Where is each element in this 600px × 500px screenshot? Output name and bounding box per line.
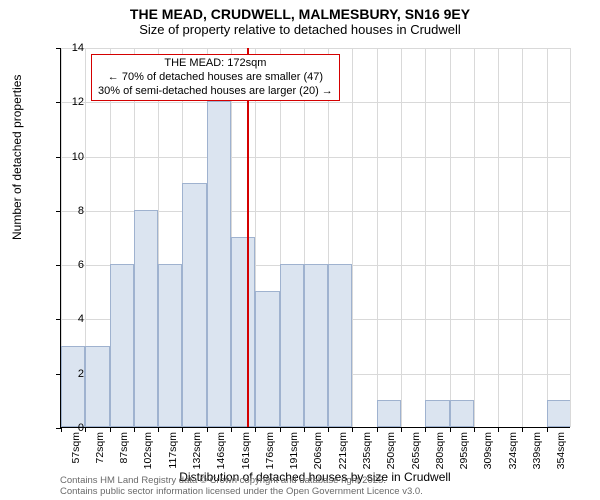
xtick-label: 191sqm	[288, 432, 300, 469]
xtick-label: 132sqm	[191, 432, 203, 469]
xtick-label: 339sqm	[531, 432, 543, 469]
gridline-v	[352, 48, 353, 427]
xtick-label: 324sqm	[507, 432, 519, 469]
xtick-label: 176sqm	[264, 432, 276, 469]
xtick-label: 280sqm	[434, 432, 446, 469]
xtick-label: 72sqm	[94, 432, 106, 464]
xtick-mark	[255, 427, 256, 432]
gridline-h	[61, 102, 570, 103]
histogram-bar	[85, 346, 109, 427]
chart-title: THE MEAD, CRUDWELL, MALMESBURY, SN16 9EY	[0, 0, 600, 22]
histogram-bar	[158, 264, 182, 427]
xtick-mark	[280, 427, 281, 432]
histogram-bar	[255, 291, 279, 427]
xtick-label: 309sqm	[482, 432, 494, 469]
histogram-bar	[547, 400, 571, 427]
histogram-bar	[134, 210, 158, 427]
xtick-mark	[547, 427, 548, 432]
xtick-mark	[304, 427, 305, 432]
histogram-bar	[182, 183, 206, 427]
xtick-mark	[158, 427, 159, 432]
gridline-h	[61, 48, 570, 49]
histogram-bar	[231, 237, 255, 427]
xtick-mark	[182, 427, 183, 432]
y-axis-label: Number of detached properties	[10, 75, 24, 240]
gridline-v	[450, 48, 451, 427]
xtick-label: 117sqm	[167, 432, 179, 469]
xtick-mark	[425, 427, 426, 432]
xtick-label: 161sqm	[240, 432, 252, 469]
gridline-v	[522, 48, 523, 427]
ytick-label: 12	[54, 96, 84, 108]
xtick-mark	[110, 427, 111, 432]
reference-line	[247, 48, 249, 427]
xtick-mark	[498, 427, 499, 432]
xtick-mark	[85, 427, 86, 432]
histogram-bar	[110, 264, 134, 427]
histogram-bar	[425, 400, 449, 427]
gridline-h	[61, 157, 570, 158]
xtick-mark	[450, 427, 451, 432]
ytick-label: 0	[54, 422, 84, 434]
ytick-label: 2	[54, 368, 84, 380]
xtick-label: 146sqm	[215, 432, 227, 469]
histogram-bar	[450, 400, 474, 427]
chart-subtitle: Size of property relative to detached ho…	[0, 22, 600, 39]
xtick-label: 250sqm	[385, 432, 397, 469]
xtick-label: 87sqm	[118, 432, 130, 464]
ytick-label: 8	[54, 205, 84, 217]
plot-region: 57sqm72sqm87sqm102sqm117sqm132sqm146sqm1…	[60, 48, 570, 428]
xtick-label: 57sqm	[70, 432, 82, 464]
chart-area: 57sqm72sqm87sqm102sqm117sqm132sqm146sqm1…	[60, 48, 570, 428]
gridline-v	[547, 48, 548, 427]
xtick-mark	[352, 427, 353, 432]
xtick-mark	[401, 427, 402, 432]
histogram-bar	[61, 346, 85, 427]
xtick-label: 102sqm	[142, 432, 154, 469]
xtick-label: 265sqm	[410, 432, 422, 469]
xtick-label: 354sqm	[555, 432, 567, 469]
histogram-bar	[377, 400, 401, 427]
annotation-line: ← 70% of detached houses are smaller (47…	[98, 71, 333, 85]
ytick-label: 6	[54, 259, 84, 271]
ytick-label: 14	[54, 42, 84, 54]
histogram-bar	[280, 264, 304, 427]
ytick-label: 10	[54, 151, 84, 163]
gridline-v	[401, 48, 402, 427]
footer-attribution: Contains HM Land Registry data © Crown c…	[60, 476, 423, 498]
xtick-label: 235sqm	[361, 432, 373, 469]
gridline-v	[377, 48, 378, 427]
xtick-mark	[377, 427, 378, 432]
histogram-bar	[328, 264, 352, 427]
xtick-label: 206sqm	[312, 432, 324, 469]
annotation-box: THE MEAD: 172sqm← 70% of detached houses…	[91, 54, 340, 101]
histogram-bar	[304, 264, 328, 427]
xtick-mark	[522, 427, 523, 432]
xtick-mark	[231, 427, 232, 432]
gridline-v	[474, 48, 475, 427]
gridline-v	[498, 48, 499, 427]
annotation-line: THE MEAD: 172sqm	[98, 57, 333, 71]
gridline-v	[570, 48, 571, 427]
xtick-mark	[474, 427, 475, 432]
xtick-mark	[328, 427, 329, 432]
annotation-line: 30% of semi-detached houses are larger (…	[98, 85, 333, 99]
xtick-mark	[207, 427, 208, 432]
xtick-label: 221sqm	[337, 432, 349, 469]
gridline-v	[425, 48, 426, 427]
ytick-label: 4	[54, 313, 84, 325]
xtick-label: 295sqm	[458, 432, 470, 469]
xtick-mark	[134, 427, 135, 432]
histogram-bar	[207, 101, 231, 427]
footer-line2: Contains public sector information licen…	[60, 487, 423, 498]
